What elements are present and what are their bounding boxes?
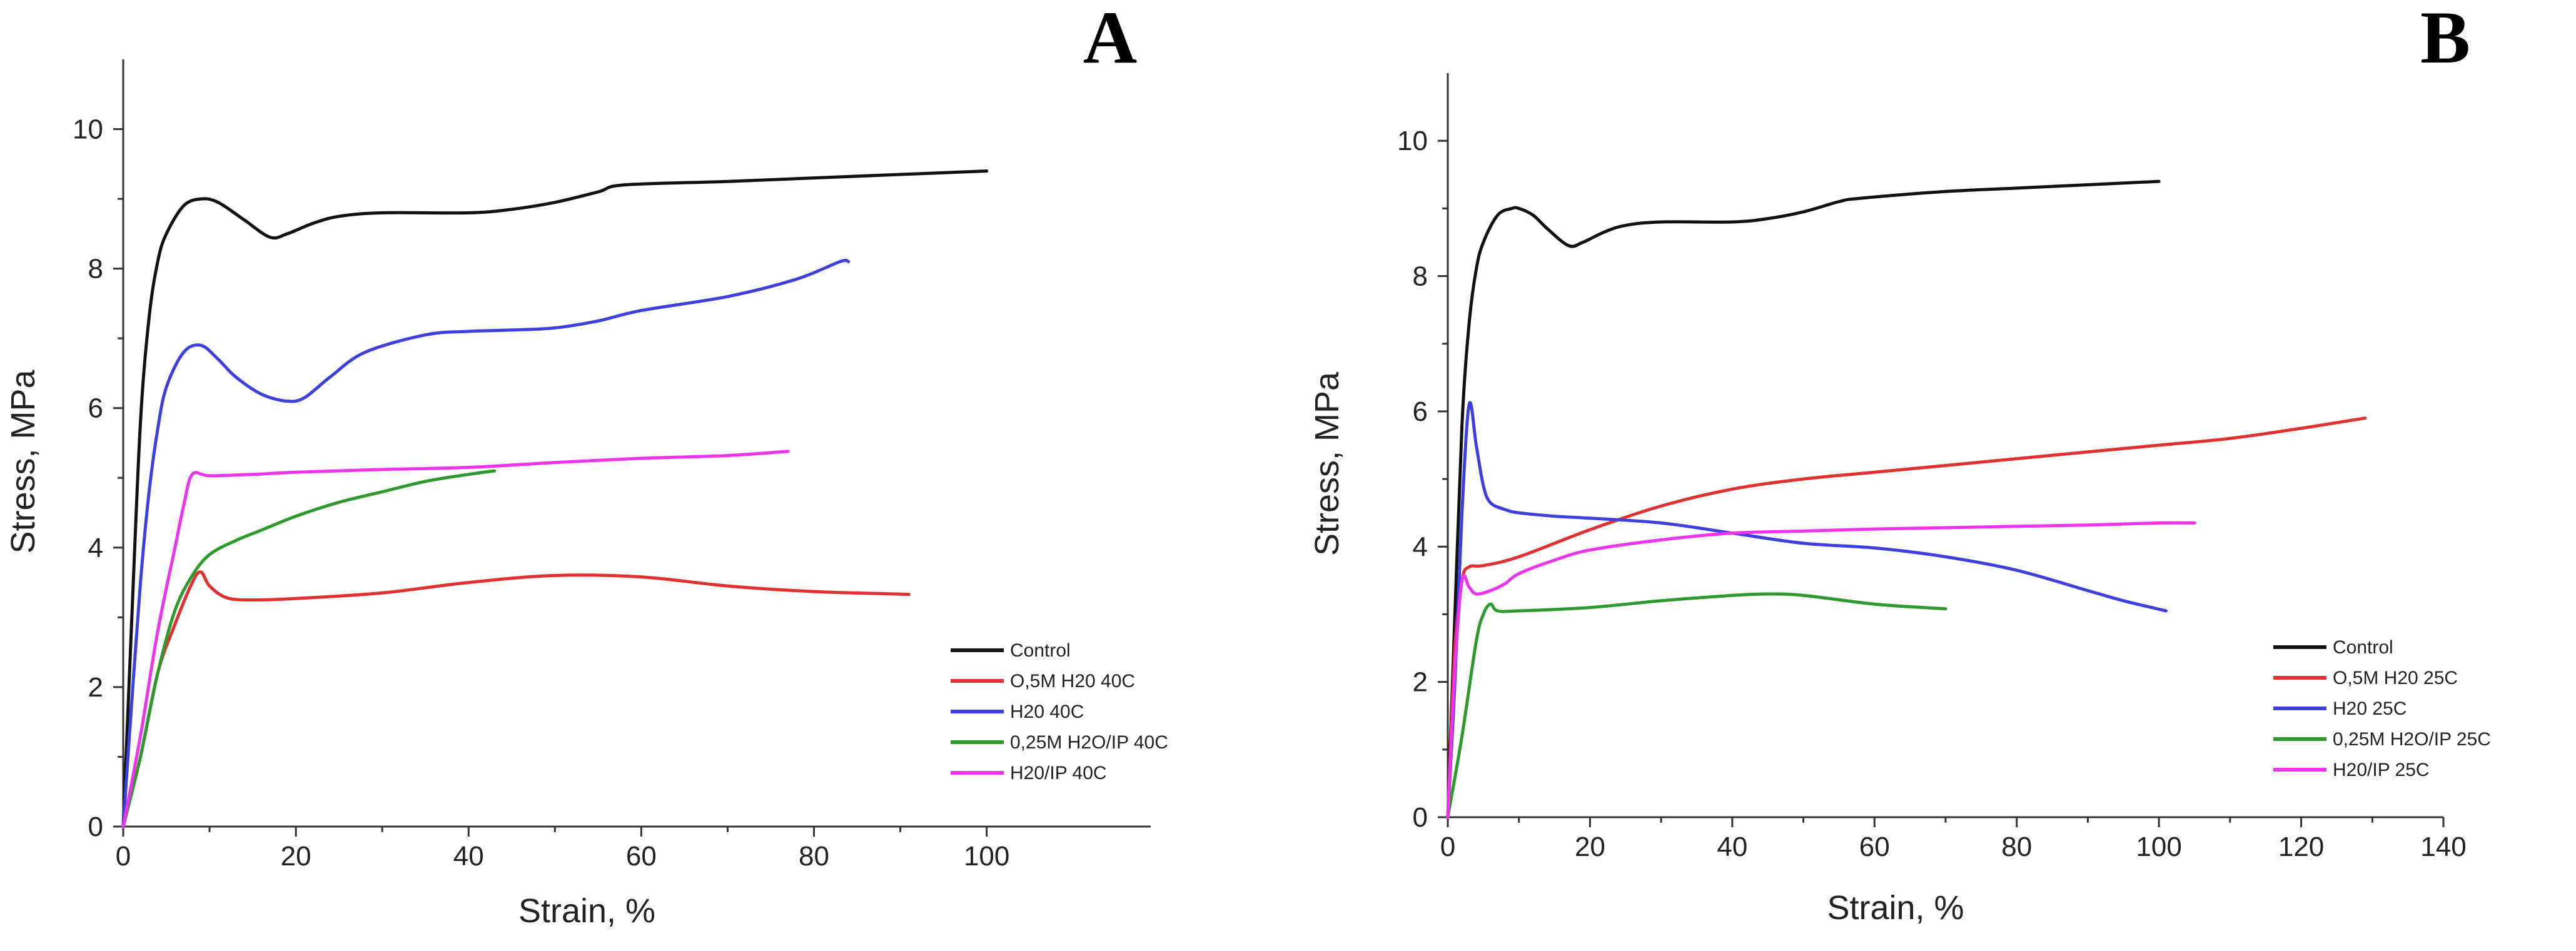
panel-letter: A [1083, 0, 1138, 79]
y-tick-label: 4 [1413, 531, 1428, 562]
y-tick-label: 8 [88, 254, 103, 284]
legend-label-0-25m-h2o-ip-40c: 0,25M H2O/IP 40C [1010, 732, 1168, 753]
legend-label-o-5m-h20-25c: O,5M H20 25C [2333, 668, 2458, 688]
x-tick-label: 100 [964, 841, 1009, 872]
x-tick-label: 40 [1717, 832, 1747, 862]
series-line-h20-ip-25c [1446, 521, 2196, 819]
x-tick-label: 100 [2136, 832, 2181, 862]
y-tick-label: 2 [88, 672, 103, 703]
x-tick-label: 40 [453, 841, 484, 872]
series-line-control [1446, 179, 2161, 819]
x-axis-title: Strain, % [1827, 889, 1964, 927]
x-tick-label: 80 [799, 841, 829, 872]
x-tick-label: 0 [1440, 832, 1455, 862]
legend-label-h20-40c: H20 40C [1010, 702, 1084, 722]
series-line-control [121, 169, 989, 828]
y-tick-label: 0 [1413, 802, 1428, 833]
series-line-h20-ip-40c [121, 450, 790, 828]
y-axis-title: Stress, MPa [4, 369, 42, 553]
series-line-h20-40c [121, 258, 851, 828]
legend-label-control: Control [1010, 640, 1071, 661]
legend-label-h20-25c: H20 25C [2333, 698, 2407, 719]
x-tick-label: 60 [1859, 832, 1890, 862]
x-tick-label: 0 [116, 841, 131, 872]
x-tick-label: 120 [2278, 832, 2324, 862]
series-line-0-25m-h2o-ip-40c [121, 469, 497, 828]
legend-label-o-5m-h20-40c: O,5M H20 40C [1010, 671, 1135, 692]
y-tick-label: 10 [73, 114, 103, 145]
y-tick-label: 8 [1413, 261, 1428, 292]
series-line-o-5m-h20-40c [121, 570, 911, 828]
y-tick-label: 6 [88, 393, 103, 424]
x-axis-title: Strain, % [518, 892, 655, 930]
y-axis-title: Stress, MPa [1308, 371, 1346, 556]
y-tick-label: 4 [88, 533, 103, 563]
x-tick-label: 80 [2001, 832, 2032, 862]
panel-letter: B [2420, 0, 2470, 79]
legend-label-0-25m-h2o-ip-25c: 0,25M H2O/IP 25C [2333, 729, 2491, 750]
y-tick-label: 0 [88, 812, 103, 842]
y-tick-label: 10 [1397, 126, 1428, 156]
x-tick-label: 140 [2420, 832, 2466, 862]
legend-label-control: Control [2333, 637, 2393, 658]
series-line-o-5m-h20-25c [1446, 416, 2367, 819]
y-tick-label: 2 [1413, 667, 1428, 698]
x-tick-label: 60 [626, 841, 657, 872]
series-line-0-25m-h2o-ip-25c [1446, 592, 1947, 819]
x-tick-label: 20 [1575, 832, 1605, 862]
y-tick-label: 6 [1413, 396, 1428, 427]
legend-label-h20-ip-40c: H20/IP 40C [1010, 763, 1107, 783]
x-tick-label: 20 [281, 841, 311, 872]
series-line-h20-25c [1446, 401, 2168, 819]
legend-label-h20-ip-25c: H20/IP 25C [2333, 760, 2430, 780]
panel-a: 0 20 40 60 80 100 0 2 4 6 8 10 Strain, % Stress, MPa A… [4, 0, 1168, 930]
panel-b: 0 20 40 60 80 100 120 140 0 2 4 6 8 10 Strain, % Stress… [1308, 0, 2491, 927]
